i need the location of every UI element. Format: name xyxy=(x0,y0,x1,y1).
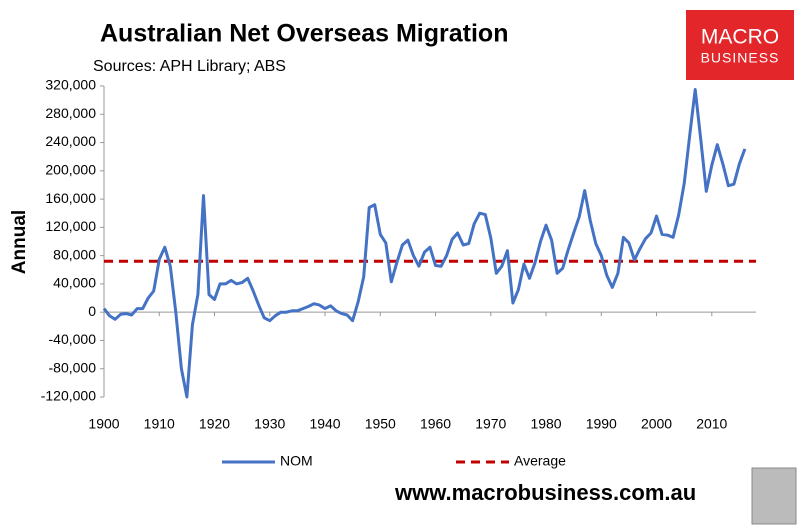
x-tick-label: 1900 xyxy=(88,416,119,432)
logo xyxy=(686,10,794,80)
x-tick-label: 1970 xyxy=(475,416,506,432)
y-tick-label: 280,000 xyxy=(45,105,96,121)
x-tick-label: 1990 xyxy=(586,416,617,432)
data-line xyxy=(102,88,747,399)
y-tick-label: 200,000 xyxy=(45,162,96,178)
chart-subtitle: Sources: APH Library; ABS xyxy=(93,58,286,75)
logo-text: MACRO xyxy=(701,26,779,49)
url: www.macrobusiness.com.au xyxy=(394,480,696,505)
x-tick-label: 1950 xyxy=(365,416,396,432)
y-tick-label: -80,000 xyxy=(49,359,97,375)
x-tick-label: 2000 xyxy=(641,416,672,432)
x-tick-label: 2010 xyxy=(696,416,727,432)
y-tick-label: -120,000 xyxy=(41,388,96,404)
y-tick-label: 160,000 xyxy=(45,190,96,206)
y-tick-label: 240,000 xyxy=(45,133,96,149)
y-tick-label: 40,000 xyxy=(53,275,96,291)
x-tick-label: 1930 xyxy=(254,416,285,432)
x-tick-label: 1980 xyxy=(530,416,561,432)
x-tick-label: 1960 xyxy=(420,416,451,432)
x-tick-label: 1920 xyxy=(199,416,230,432)
chart-title: Australian Net Overseas Migration xyxy=(100,20,508,48)
logo-text: BUSINESS xyxy=(701,50,780,66)
legend-label: Average xyxy=(514,453,566,469)
legend-label: NOM xyxy=(280,453,313,469)
logo-icon xyxy=(751,467,797,525)
y-axis-label: Annual xyxy=(9,210,30,274)
y-tick-label: 80,000 xyxy=(53,246,96,262)
y-tick-label: 320,000 xyxy=(45,77,96,93)
y-tick-label: -40,000 xyxy=(49,331,97,347)
x-tick-label: 1910 xyxy=(144,416,175,432)
x-tick-label: 1940 xyxy=(309,416,340,432)
y-tick-label: 120,000 xyxy=(45,218,96,234)
y-tick-label: 0 xyxy=(88,303,96,319)
